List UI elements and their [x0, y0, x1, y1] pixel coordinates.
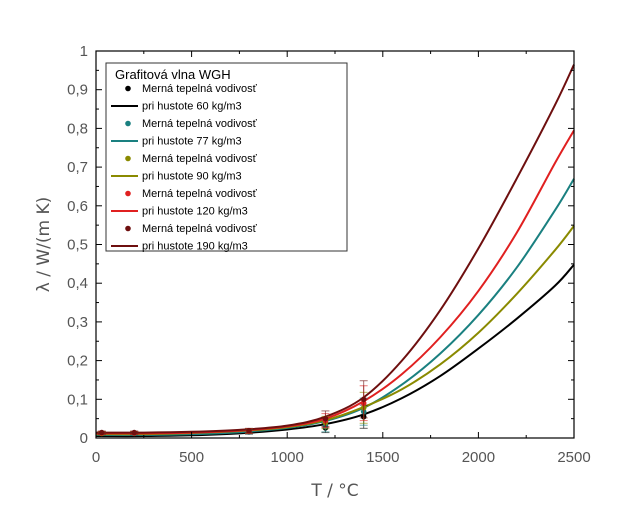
- x-tick-label: 2000: [462, 449, 495, 466]
- legend-label-points-77: Merná tepelná vodivosť: [142, 118, 258, 130]
- y-tick-label: 0,8: [67, 120, 88, 137]
- legend-marker-120: [125, 190, 131, 197]
- x-tick-label: 1000: [271, 449, 304, 466]
- y-axis-label: λ / W/(m K): [34, 197, 54, 293]
- x-axis-label: T / °C: [310, 481, 358, 501]
- y-tick-label: 0,9: [67, 82, 88, 99]
- data-point-190: [246, 427, 252, 434]
- legend-box: [105, 62, 348, 252]
- legend-label-line-77: pri hustote 77 kg/m3: [142, 136, 242, 148]
- axis-ticks: 0 500 1000 1500 2000 2500 0 0,1 0,2 0,3 0,4 0,5 0,6 0…: [67, 43, 591, 466]
- series-line-190: [95, 64, 575, 434]
- legend: Grafitová vlna WGH Merná tepelná vodivos…: [105, 62, 348, 253]
- y-tick-label: 0,1: [67, 391, 88, 408]
- legend-marker-60: [125, 85, 131, 92]
- data-point-layer: [97, 380, 368, 437]
- legend-marker-90: [125, 155, 131, 162]
- data-point-190: [322, 415, 329, 422]
- y-tick-label: 0,3: [67, 314, 88, 331]
- y-tick-label: 0,5: [67, 237, 88, 254]
- y-tick-label: 0,6: [67, 198, 88, 215]
- legend-label-points-190: Merná tepelná vodivosť: [142, 223, 258, 235]
- x-tick-label: 2500: [557, 449, 590, 466]
- legend-label-points-120: Merná tepelná vodivosť: [142, 188, 258, 200]
- data-point-190: [360, 396, 367, 403]
- data-point-190: [131, 429, 138, 436]
- y-tick-label: 1: [80, 43, 88, 60]
- legend-label-line-190: pri hustote 190 kg/m3: [142, 241, 248, 253]
- legend-marker-190: [125, 225, 131, 232]
- series-line-60: [95, 263, 575, 438]
- data-point-190: [98, 429, 105, 436]
- y-tick-label: 0,2: [67, 353, 88, 370]
- legend-marker-77: [125, 120, 131, 127]
- y-tick-label: 0,4: [67, 275, 88, 292]
- legend-label-line-60: pri hustote 60 kg/m3: [142, 101, 242, 113]
- legend-title: Grafitová vlna WGH: [115, 67, 231, 82]
- legend-label-line-90: pri hustote 90 kg/m3: [142, 171, 242, 183]
- legend-label-points-60: Merná tepelná vodivosť: [142, 83, 258, 95]
- legend-label-line-120: pri hustote 120 kg/m3: [142, 206, 248, 218]
- x-tick-label: 500: [179, 449, 204, 466]
- x-tick-label: 0: [92, 449, 100, 466]
- legend-label-points-90: Merná tepelná vodivosť: [142, 153, 258, 165]
- x-tick-label: 1500: [366, 449, 399, 466]
- y-tick-label: 0: [80, 430, 88, 447]
- y-tick-label: 0,7: [67, 159, 88, 176]
